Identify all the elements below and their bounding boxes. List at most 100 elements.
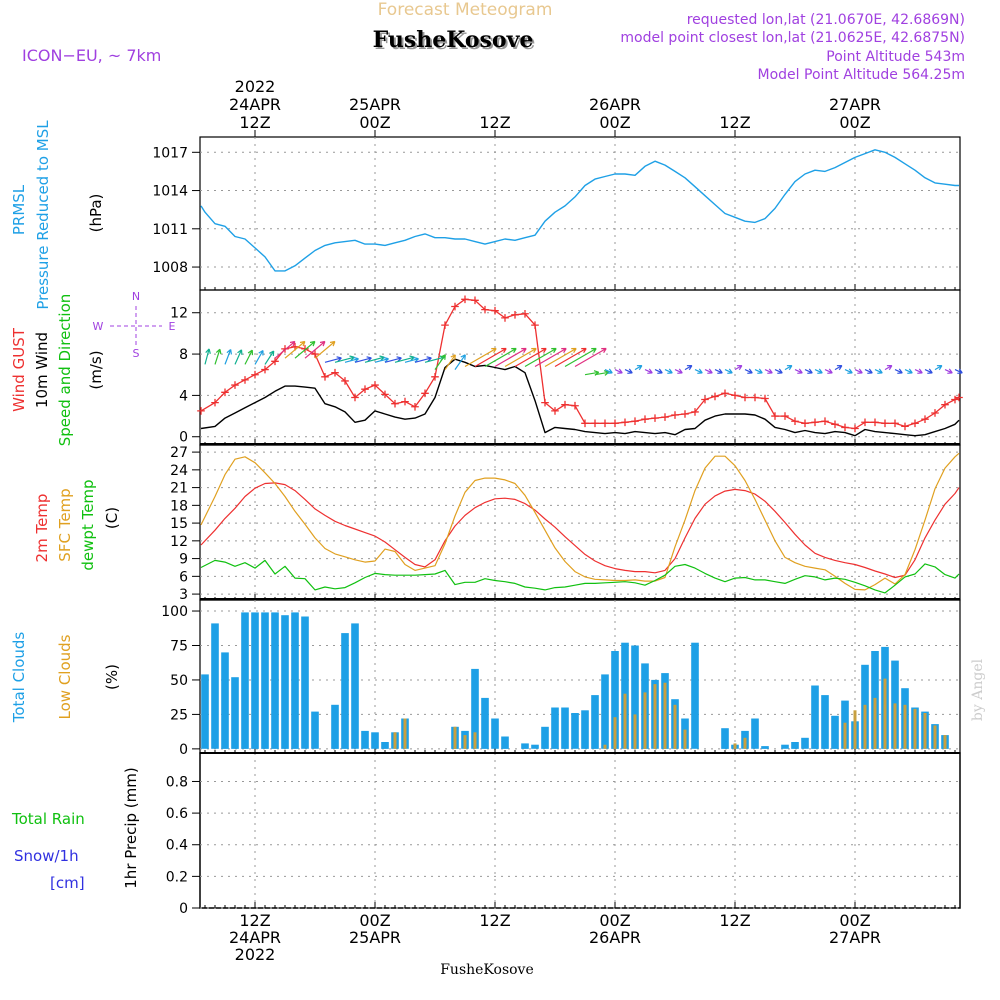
low-cloud-bar <box>743 737 747 749</box>
total-cloud-bar <box>221 652 229 749</box>
low-cloud-bar <box>603 744 607 749</box>
gust-marker <box>451 302 459 311</box>
wind-direction-arrow <box>704 368 713 374</box>
low-cloud-bar <box>933 725 937 749</box>
low-clouds-label: Low Clouds <box>56 634 74 719</box>
low-cloud-bar <box>673 704 677 749</box>
wind-direction-arrow <box>524 347 557 368</box>
gust-marker <box>251 370 259 379</box>
wind-direction-arrow <box>284 340 306 359</box>
dewpt-line <box>200 559 960 594</box>
ytick-label: 15 <box>170 516 188 532</box>
bottom-time-label: 25APR <box>349 928 401 947</box>
ytick-label: 9 <box>179 552 188 568</box>
gust-marker <box>561 400 569 409</box>
temp-2m-line <box>200 482 960 579</box>
wind-direction-arrow <box>624 368 633 374</box>
wind-direction-arrow <box>784 365 793 371</box>
low-cloud-bar <box>873 697 877 749</box>
gust-marker <box>941 400 949 409</box>
low-cloud-bar <box>633 714 637 749</box>
gust-marker <box>471 296 479 305</box>
total-cloud-bar <box>361 730 369 749</box>
total-cloud-bar <box>591 695 599 749</box>
wind-direction-arrow <box>534 347 567 368</box>
gust-marker <box>311 350 319 358</box>
total-cloud-bar <box>251 612 259 749</box>
gust-marker <box>591 419 599 428</box>
total-cloud-bar <box>831 715 839 749</box>
model-name: ICON−EU, ~ 7km <box>22 46 161 65</box>
gust-marker <box>241 376 249 384</box>
bottom-time-label: 12Z <box>239 911 270 930</box>
wind-direction-arrow <box>924 368 933 374</box>
low-cloud-bar <box>463 735 467 749</box>
wind-direction-arrow <box>604 368 613 374</box>
requested-coords: requested lon,lat (21.0670E, 42.6869N) <box>687 12 965 28</box>
gust-marker <box>921 415 929 423</box>
low-cloud-bar <box>913 708 917 749</box>
compass-icon <box>110 306 162 346</box>
wind-direction-arrow <box>574 347 607 368</box>
ytick-label: 0.4 <box>166 838 188 854</box>
gust-marker <box>331 368 339 377</box>
gust-marker <box>381 390 389 399</box>
gust-marker <box>531 321 539 329</box>
top-time-label: 00Z <box>839 113 870 132</box>
wind-direction-arrow <box>454 354 466 370</box>
total-cloud-bar <box>721 728 729 749</box>
panel-labels: PRMSL Pressure Reduced to MSL (hPa) Wind GU… <box>10 120 176 892</box>
total-cloud-bar <box>781 744 789 749</box>
compass-west: W <box>93 320 104 333</box>
total-cloud-bar <box>481 697 489 749</box>
ytick-label: 1011 <box>152 222 188 238</box>
gust-marker <box>721 389 729 398</box>
wind-direction-arrow <box>204 348 211 365</box>
ytick-label: 3 <box>179 587 188 603</box>
gust-marker <box>871 418 879 427</box>
gust-marker <box>581 419 589 428</box>
wind-direction-arrow <box>824 368 833 374</box>
ytick-label: 50 <box>170 673 188 689</box>
temp2m-label: 2m Temp <box>33 494 51 563</box>
gust-marker <box>891 419 899 428</box>
location-title: FusheKosove <box>373 27 534 53</box>
ytick-label: 6 <box>179 569 188 585</box>
wind-direction-arrow <box>914 368 923 374</box>
total-cloud-bar <box>331 704 339 749</box>
gust-marker <box>411 402 419 411</box>
low-cloud-bar <box>883 678 887 749</box>
wind-direction-arrow <box>494 347 527 368</box>
wind-direction-arrow <box>644 368 653 374</box>
wind-direction-arrow <box>554 347 587 368</box>
gust-marker <box>631 417 639 426</box>
total-cloud-bar <box>691 642 699 749</box>
wind-direction-arrow <box>214 348 222 365</box>
gust-marker <box>371 381 379 389</box>
gust-marker <box>661 413 669 421</box>
total-cloud-bar <box>801 737 809 749</box>
gust-marker <box>421 389 429 398</box>
total-cloud-bar <box>381 742 389 749</box>
dewpt-label: dewpt Temp <box>79 479 97 570</box>
wind-direction-arrow <box>294 340 316 359</box>
wind-direction-arrow <box>544 347 577 368</box>
wind-direction-arrow <box>954 368 963 374</box>
gust-marker <box>821 417 829 426</box>
low-cloud-bar <box>623 693 627 749</box>
total-cloud-bar <box>241 612 249 749</box>
total-cloud-bar <box>571 713 579 749</box>
bottom-time-label: 12Z <box>479 911 510 930</box>
ytick-label: 0 <box>179 742 188 758</box>
gust-marker <box>221 388 229 397</box>
wind-direction-arrow <box>614 368 623 374</box>
total-clouds-label: Total Clouds <box>10 632 28 724</box>
pressure-label: Pressure Reduced to MSL <box>34 120 52 310</box>
gust-marker <box>231 381 239 389</box>
gust-marker <box>955 393 963 402</box>
gust-marker <box>391 399 399 408</box>
gust-label: Wind GUST <box>10 327 28 412</box>
wind-direction-arrow <box>814 368 823 374</box>
wind-direction-arrow <box>484 347 517 368</box>
ytick-label: 0 <box>179 901 188 917</box>
